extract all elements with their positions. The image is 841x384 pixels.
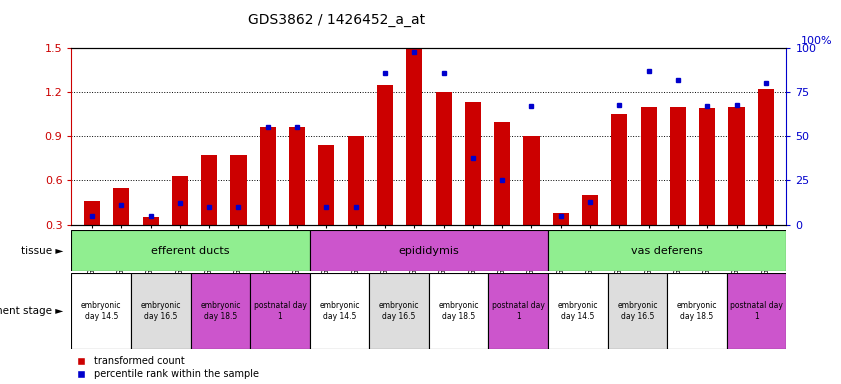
Bar xyxy=(607,273,667,349)
Text: postnatal day
1: postnatal day 1 xyxy=(730,301,783,321)
Text: embryonic
day 16.5: embryonic day 16.5 xyxy=(379,301,420,321)
Bar xyxy=(71,273,131,349)
Text: embryonic
day 16.5: embryonic day 16.5 xyxy=(140,301,181,321)
Bar xyxy=(251,273,309,349)
Bar xyxy=(318,145,335,225)
Bar xyxy=(114,188,130,225)
Bar xyxy=(230,156,246,225)
Bar xyxy=(84,201,100,225)
Text: GDS3862 / 1426452_a_at: GDS3862 / 1426452_a_at xyxy=(248,13,425,27)
Bar xyxy=(369,273,429,349)
Text: embryonic
day 14.5: embryonic day 14.5 xyxy=(320,301,360,321)
Text: 100%: 100% xyxy=(801,36,833,46)
Bar xyxy=(377,85,393,225)
Bar xyxy=(429,273,489,349)
Text: embryonic
day 18.5: embryonic day 18.5 xyxy=(438,301,479,321)
Bar xyxy=(553,213,569,225)
Text: embryonic
day 16.5: embryonic day 16.5 xyxy=(617,301,658,321)
Text: embryonic
day 14.5: embryonic day 14.5 xyxy=(81,301,121,321)
Text: embryonic
day 18.5: embryonic day 18.5 xyxy=(677,301,717,321)
Text: embryonic
day 18.5: embryonic day 18.5 xyxy=(200,301,241,321)
Bar xyxy=(667,273,727,349)
Bar xyxy=(699,108,716,225)
Bar xyxy=(260,127,276,225)
Bar xyxy=(727,273,786,349)
Bar xyxy=(523,136,540,225)
Text: postnatal day
1: postnatal day 1 xyxy=(492,301,545,321)
Bar xyxy=(309,230,548,271)
Bar xyxy=(347,136,363,225)
Bar xyxy=(131,273,191,349)
Bar xyxy=(142,217,159,225)
Bar xyxy=(548,273,607,349)
Bar xyxy=(436,92,452,225)
Bar xyxy=(489,273,548,349)
Bar xyxy=(191,273,251,349)
Bar xyxy=(289,127,305,225)
Bar xyxy=(758,89,774,225)
Bar xyxy=(71,230,309,271)
Text: development stage ►: development stage ► xyxy=(0,306,63,316)
Text: tissue ►: tissue ► xyxy=(21,245,63,256)
Bar xyxy=(495,122,510,225)
Bar xyxy=(406,48,422,225)
Text: vas deferens: vas deferens xyxy=(632,245,703,256)
Text: epididymis: epididymis xyxy=(399,245,459,256)
Bar xyxy=(548,230,786,271)
Bar xyxy=(465,103,481,225)
Bar xyxy=(670,107,686,225)
Text: efferent ducts: efferent ducts xyxy=(151,245,230,256)
Bar xyxy=(728,107,744,225)
Text: postnatal day
1: postnatal day 1 xyxy=(253,301,306,321)
Bar xyxy=(201,156,217,225)
Bar xyxy=(582,195,598,225)
Legend: transformed count, percentile rank within the sample: transformed count, percentile rank withi… xyxy=(77,356,259,379)
Bar xyxy=(309,273,369,349)
Text: embryonic
day 14.5: embryonic day 14.5 xyxy=(558,301,598,321)
Bar xyxy=(172,176,188,225)
Bar xyxy=(611,114,627,225)
Bar xyxy=(641,107,657,225)
